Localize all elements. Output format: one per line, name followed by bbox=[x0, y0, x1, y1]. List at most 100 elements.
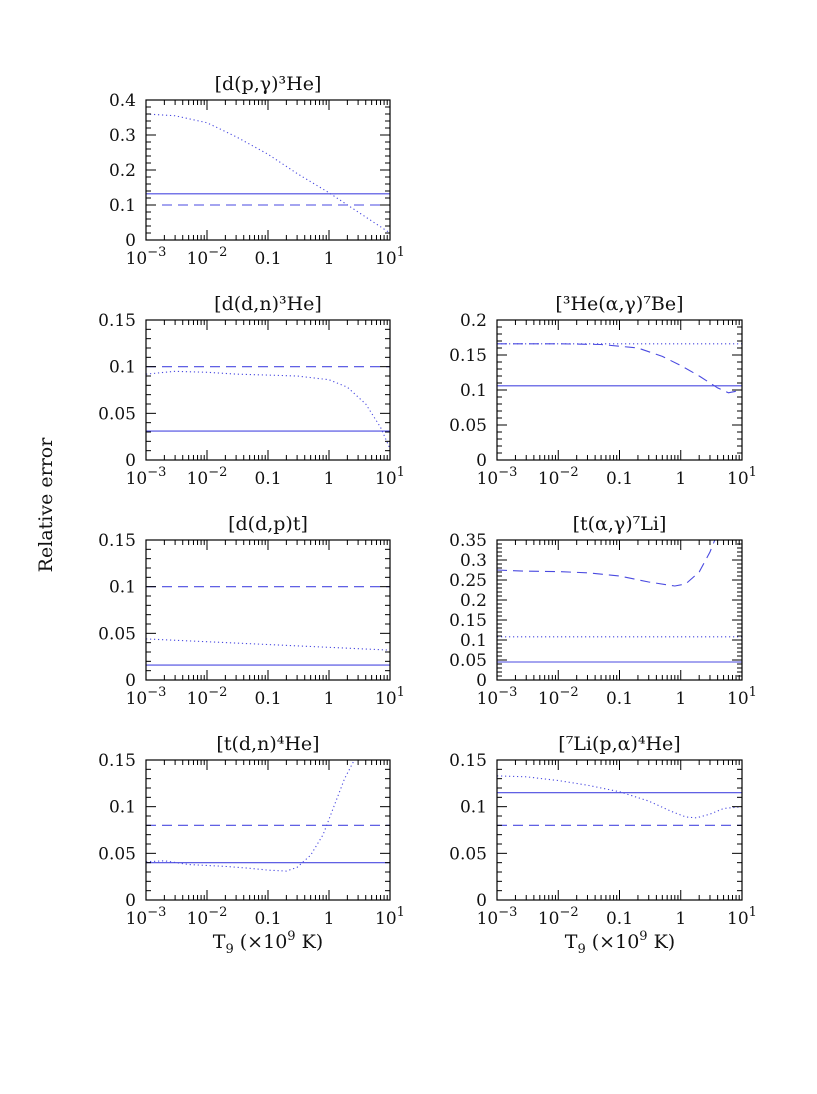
x-tick-label: 10−2 bbox=[538, 465, 579, 489]
x-tick-label-exp: −2 bbox=[559, 685, 578, 700]
y-tick-label: 0.15 bbox=[449, 751, 487, 771]
x-tick-label: 10−3 bbox=[126, 685, 167, 709]
x-axis-title-left: T9 (×109 K) bbox=[213, 929, 323, 957]
y-tick-label: 0.1 bbox=[109, 358, 136, 378]
x-axis-title-right: T9 (×109 K) bbox=[565, 929, 675, 957]
y-tick-label: 0.2 bbox=[460, 311, 487, 331]
panel-title: [d(d,n)³He] bbox=[214, 293, 322, 315]
x-tick-label-exp: −2 bbox=[208, 465, 227, 480]
x-axis-title-unit-exp: 9 bbox=[639, 929, 647, 944]
x-tick-label-exp: 1 bbox=[749, 685, 757, 700]
x-tick-label: 1 bbox=[675, 469, 686, 489]
x-tick-label: 0.1 bbox=[254, 469, 281, 489]
y-tick-label: 0.05 bbox=[98, 624, 136, 644]
y-tick-label: 0.4 bbox=[109, 91, 136, 111]
x-tick-label: 0.1 bbox=[606, 909, 633, 929]
x-tick-label-base: 10 bbox=[375, 469, 397, 489]
y-tick-label: 0.1 bbox=[460, 381, 487, 401]
x-tick-label: 0.1 bbox=[606, 689, 633, 709]
y-tick-label: 0 bbox=[125, 671, 136, 691]
x-tick-label: 10−3 bbox=[477, 465, 518, 489]
y-tick-label: 0.15 bbox=[98, 311, 136, 331]
y-tick-label: 0.15 bbox=[449, 346, 487, 366]
x-tick-label-exp: −3 bbox=[498, 685, 517, 700]
x-tick-label: 101 bbox=[727, 905, 757, 929]
plot-frame bbox=[145, 539, 391, 681]
x-tick-label-base: 10 bbox=[187, 249, 209, 269]
x-tick-label: 101 bbox=[375, 905, 405, 929]
x-tick-label-base: 10 bbox=[375, 249, 397, 269]
plot-frame bbox=[145, 759, 391, 901]
x-axis-title-sub: 9 bbox=[577, 942, 585, 957]
x-tick-label-exp: −3 bbox=[498, 465, 517, 480]
y-tick-label: 0.1 bbox=[109, 798, 136, 818]
series-dotted-line bbox=[146, 370, 390, 450]
y-tick-label: 0.15 bbox=[98, 751, 136, 771]
x-tick-label-base: 10 bbox=[477, 469, 499, 489]
x-tick-label: 1 bbox=[324, 689, 335, 709]
x-tick-label-base: 10 bbox=[375, 909, 397, 929]
x-tick-label-base: 10 bbox=[187, 689, 209, 709]
y-tick-label: 0 bbox=[476, 671, 487, 691]
panel-title: [⁷Li(p,α)⁴He] bbox=[558, 733, 680, 755]
x-tick-label: 0.1 bbox=[606, 469, 633, 489]
x-tick-label-base: 10 bbox=[727, 909, 749, 929]
y-tick-label: 0.1 bbox=[109, 196, 136, 216]
x-tick-label: 101 bbox=[375, 685, 405, 709]
x-tick-label-base: 1 bbox=[675, 909, 686, 929]
x-tick-label-exp: −3 bbox=[147, 685, 166, 700]
x-tick-label: 10−2 bbox=[538, 905, 579, 929]
x-tick-label: 101 bbox=[727, 465, 757, 489]
x-axis-title-main: T bbox=[565, 931, 578, 953]
x-axis-title-unit-post: K) bbox=[296, 931, 324, 953]
plot-frame bbox=[496, 759, 743, 901]
y-tick-label: 0.1 bbox=[460, 798, 487, 818]
x-tick-label: 101 bbox=[375, 465, 405, 489]
x-tick-label-exp: 1 bbox=[749, 905, 757, 920]
x-tick-label: 1 bbox=[324, 249, 335, 269]
y-axis-title: Relative error bbox=[35, 437, 57, 573]
series-dotted-line bbox=[497, 775, 742, 819]
x-tick-label-exp: 1 bbox=[397, 245, 405, 260]
panel-he3ag: 10−3 10−2 0.1 1 10100.050.10.150.2[³He(α,γ)⁷… bbox=[449, 293, 757, 489]
x-tick-label-exp: −3 bbox=[147, 465, 166, 480]
y-tick-label: 0.05 bbox=[449, 416, 487, 436]
x-tick-label-exp: −3 bbox=[498, 905, 517, 920]
series-dotted-line bbox=[146, 113, 390, 234]
x-tick-label: 1 bbox=[324, 909, 335, 929]
x-tick-label: 10−2 bbox=[187, 245, 228, 269]
x-tick-label-base: 10 bbox=[187, 469, 209, 489]
x-tick-label-base: 10 bbox=[538, 689, 560, 709]
x-tick-label: 10−3 bbox=[126, 465, 167, 489]
y-tick-label: 0 bbox=[476, 451, 487, 471]
x-tick-label-base: 1 bbox=[324, 689, 335, 709]
x-tick-label-base: 10 bbox=[727, 469, 749, 489]
y-tick-label: 0 bbox=[476, 891, 487, 911]
y-tick-label: 0.35 bbox=[449, 531, 487, 551]
y-tick-label: 0.25 bbox=[449, 571, 487, 591]
x-tick-label-exp: −2 bbox=[208, 245, 227, 260]
y-tick-label: 0 bbox=[125, 891, 136, 911]
y-tick-label: 0.15 bbox=[98, 531, 136, 551]
y-tick-label: 0.3 bbox=[460, 551, 487, 571]
x-tick-label-base: 10 bbox=[187, 909, 209, 929]
y-tick-label: 0.05 bbox=[98, 404, 136, 424]
x-tick-label-exp: −3 bbox=[147, 905, 166, 920]
y-tick-label: 0.05 bbox=[98, 844, 136, 864]
x-tick-label-exp: 1 bbox=[397, 685, 405, 700]
x-tick-label: 10−3 bbox=[126, 245, 167, 269]
x-tick-label: 10−2 bbox=[538, 685, 579, 709]
x-tick-label-exp: −2 bbox=[208, 685, 227, 700]
y-tick-label: 0.1 bbox=[109, 578, 136, 598]
x-tick-label-base: 0.1 bbox=[254, 469, 281, 489]
series-dotted-line bbox=[146, 638, 390, 651]
x-tick-label: 10−2 bbox=[187, 685, 228, 709]
y-tick-label: 0.15 bbox=[449, 611, 487, 631]
x-tick-label: 10−3 bbox=[477, 905, 518, 929]
x-axis-title-unit-exp: 9 bbox=[287, 929, 295, 944]
